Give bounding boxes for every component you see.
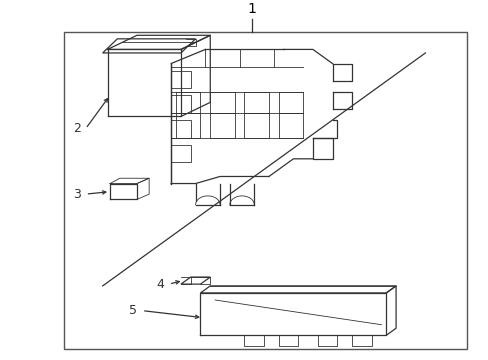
Text: 3: 3: [73, 188, 81, 201]
Text: 2: 2: [73, 122, 81, 135]
Text: 4: 4: [156, 278, 163, 291]
Text: 1: 1: [247, 2, 256, 16]
Text: 5: 5: [129, 304, 137, 317]
Bar: [63, 32, 466, 350]
